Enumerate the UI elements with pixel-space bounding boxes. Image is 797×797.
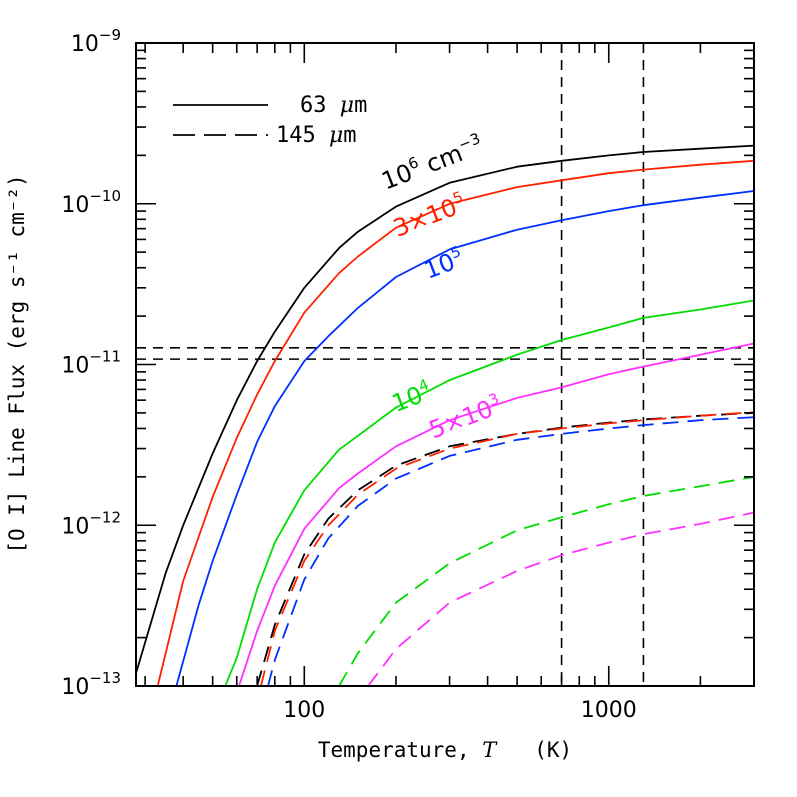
- series-63um-1e4: [224, 299, 754, 686]
- legend-label-1: 145 μm: [276, 123, 357, 148]
- x-tick-label-1: 1000: [581, 698, 637, 723]
- x-axis-label-main: Temperature,: [318, 738, 482, 762]
- reference-lines: [136, 43, 754, 686]
- series-lines: [136, 144, 754, 686]
- series-63um-5e3: [238, 342, 754, 686]
- series-145um-3e5: [260, 411, 754, 686]
- series-145um-5e3: [367, 511, 754, 686]
- series-label-2: 105: [419, 242, 467, 284]
- series-label-4: 5×103: [425, 389, 506, 444]
- y-tick-label-0: 10−13: [61, 669, 121, 700]
- series-label-3: 104: [387, 375, 435, 417]
- plot-frame: [135, 42, 755, 687]
- y-tick-label-2: 10−11: [61, 348, 121, 379]
- legend: 63 μm 145 μm: [173, 93, 367, 148]
- series-63um-1e5: [175, 190, 754, 686]
- legend-label-0: 63 μm: [300, 93, 367, 118]
- tick-labels: 100 1000 10−13 10−12 10−11 10−10 10−9: [61, 26, 636, 723]
- series-145um-1e4: [338, 476, 754, 686]
- series-63um-3e5: [156, 159, 754, 686]
- axis-ticks: [136, 42, 755, 687]
- series-145um-1e5: [267, 416, 754, 686]
- series-label-0: 106 cm−3: [377, 129, 487, 195]
- series-145um-1e6: [256, 412, 754, 686]
- x-axis-label: Temperature, T (K): [318, 738, 572, 762]
- series-63um-1e6: [136, 144, 754, 674]
- y-tick-label-1: 10−12: [61, 508, 121, 539]
- y-tick-label-3: 10−10: [61, 187, 121, 218]
- x-axis-label-unit: (K): [496, 738, 572, 762]
- y-axis-label: [O I] Line Flux (erg s⁻¹ cm⁻²): [5, 174, 29, 553]
- y-tick-label-4: 10−9: [71, 26, 121, 57]
- x-axis-label-var: T: [482, 738, 498, 762]
- series-label-1: 3×105: [389, 188, 470, 243]
- x-tick-label-0: 100: [283, 698, 325, 723]
